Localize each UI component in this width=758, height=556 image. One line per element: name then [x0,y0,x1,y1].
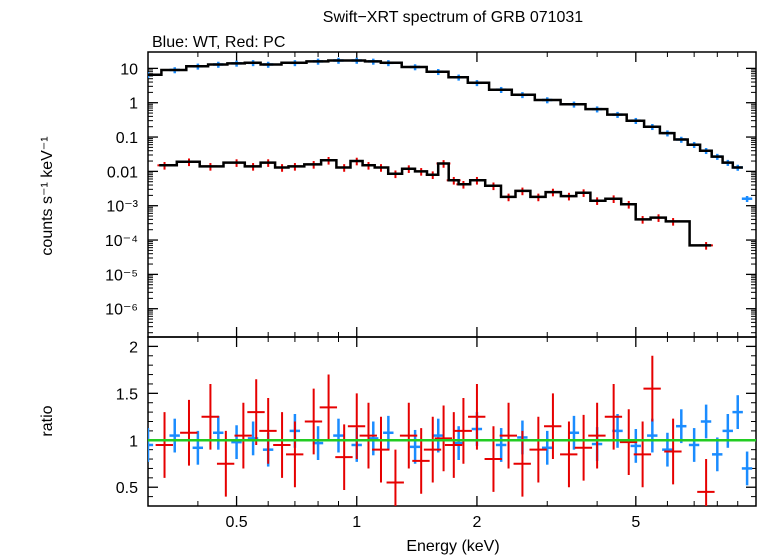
x-tick-label: 5 [631,514,640,531]
y-axis-label-ratio: ratio [39,405,56,436]
x-tick-label: 1 [352,514,361,531]
y-tick-label: 10⁻³ [106,199,138,216]
chart-subtitle: Blue: WT, Red: PC [152,34,285,51]
y-tick-label: 1 [129,96,138,113]
y-tick-label: 1 [129,433,138,450]
y-tick-label: 10⁻⁴ [105,233,138,250]
chart-title: Swift−XRT spectrum of GRB 071031 [323,9,584,26]
y-tick-label: 0.01 [107,164,138,181]
y-tick-label: 0.5 [116,480,138,497]
y-axis-label-spectrum: counts s⁻¹ keV⁻¹ [39,136,56,255]
ratio-frame [147,336,757,507]
y-tick-label: 10⁻⁵ [105,267,138,284]
ratio-panel: 0.5 1 2 5 0.5 1 1.5 2 [116,336,757,531]
x-tick-label: 0.5 [225,514,247,531]
x-tick-label: 2 [472,514,481,531]
y-tick-label: 10 [120,61,138,78]
pc-model-line [159,159,712,247]
y-tick-label: 1.5 [116,386,138,403]
wt-model-line [148,59,743,169]
x-axis-label: Energy (keV) [406,538,499,555]
y-tick-label: 0.1 [116,130,138,147]
y-tick-label: 2 [129,339,138,356]
spectrum-frame [147,51,757,338]
spectrum-series [148,57,753,250]
ratio-series [148,355,753,506]
y-tick-label: 10⁻⁶ [105,302,138,319]
spectrum-panel: 10 1 0.1 0.01 10⁻³ 10⁻⁴ 10⁻⁵ 10⁻⁶ [105,51,757,338]
